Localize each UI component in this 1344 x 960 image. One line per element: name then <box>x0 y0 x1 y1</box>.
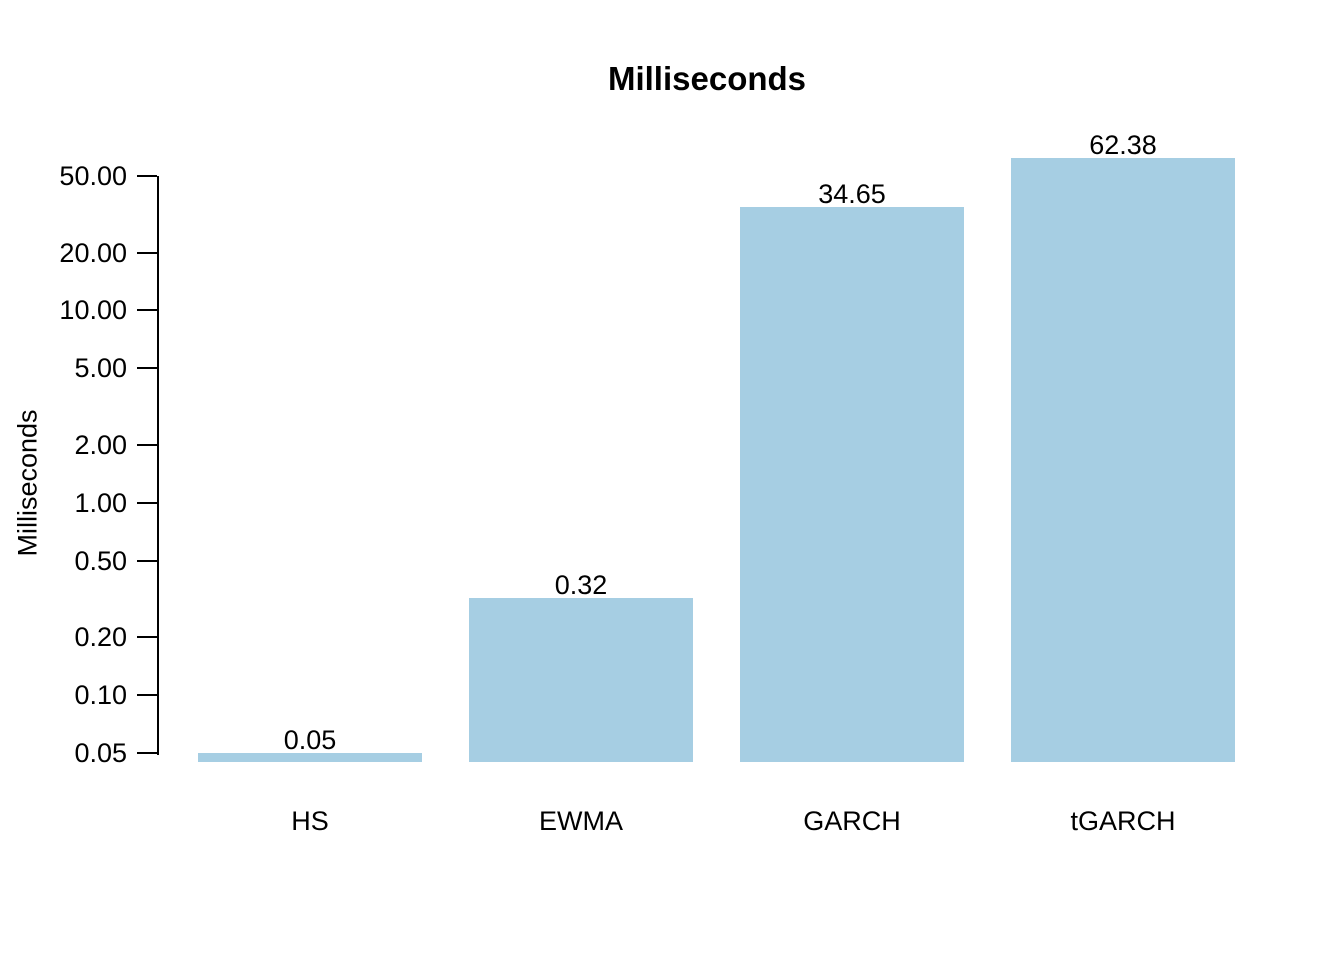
y-tick-mark <box>137 251 157 254</box>
y-tick-label: 0.10 <box>74 680 127 711</box>
y-tick-label: 10.00 <box>59 295 127 326</box>
x-tick-label: EWMA <box>539 806 623 836</box>
y-tick-mark <box>137 694 157 697</box>
bar-value-label: 0.32 <box>554 569 608 600</box>
x-tick-label: tGARCH <box>1070 806 1176 836</box>
y-tick-mark <box>137 175 157 177</box>
bar <box>198 753 422 762</box>
x-tick-label: HS <box>291 806 329 836</box>
y-tick-label: 1.00 <box>74 487 127 518</box>
y-tick-label: 50.00 <box>59 161 127 191</box>
x-tick-label: GARCH <box>803 806 901 836</box>
y-tick-mark <box>137 367 157 370</box>
y-tick-mark <box>137 636 157 639</box>
y-tick-mark <box>137 501 157 504</box>
y-tick-mark <box>137 559 157 562</box>
y-tick-label: 20.00 <box>59 237 127 268</box>
bar-value-label: 34.65 <box>818 178 886 209</box>
y-tick-mark <box>137 443 157 446</box>
y-axis-line <box>157 176 159 755</box>
y-tick-mark <box>137 752 157 754</box>
y-tick-label: 2.00 <box>74 429 127 460</box>
y-tick-label: 0.20 <box>74 622 127 653</box>
bar <box>469 597 693 762</box>
bar <box>740 206 964 762</box>
bar-value-label: 0.05 <box>283 725 337 755</box>
y-tick-label: 0.50 <box>74 545 127 576</box>
bar-value-label: 62.38 <box>1089 129 1157 160</box>
y-tick-label: 0.05 <box>74 738 127 768</box>
y-tick-mark <box>137 309 157 312</box>
y-tick-label: 5.00 <box>74 353 127 384</box>
chart-title: Milliseconds <box>607 60 807 97</box>
bar <box>1011 157 1235 762</box>
